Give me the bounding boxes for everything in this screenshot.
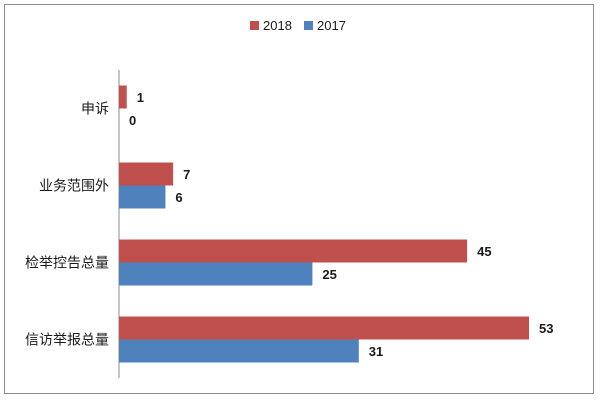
legend: 2018 2017 bbox=[250, 18, 346, 33]
bar-2018 bbox=[119, 85, 127, 109]
data-label: 0 bbox=[129, 113, 136, 128]
data-label: 6 bbox=[175, 190, 182, 205]
category-label: 检举控告总量 bbox=[25, 256, 109, 272]
data-label: 7 bbox=[183, 167, 190, 182]
category-label: 申诉 bbox=[81, 102, 109, 118]
legend-label: 2017 bbox=[317, 18, 346, 33]
data-label: 31 bbox=[369, 344, 383, 359]
legend-label: 2018 bbox=[263, 18, 292, 33]
legend-swatch-2018 bbox=[250, 21, 259, 30]
data-label: 45 bbox=[477, 244, 491, 259]
legend-swatch-2017 bbox=[304, 21, 313, 30]
bar-2018 bbox=[119, 239, 468, 263]
category-label: 信访举报总量 bbox=[25, 333, 109, 349]
data-label: 1 bbox=[137, 90, 144, 105]
bar-2017 bbox=[119, 185, 166, 209]
bar-2017 bbox=[119, 339, 359, 363]
bar-2018 bbox=[119, 316, 529, 340]
bar-2018 bbox=[119, 162, 174, 186]
bars: 10 76 45 25 53 31 bbox=[119, 85, 553, 363]
data-label: 25 bbox=[322, 267, 336, 282]
category-label: 业务范围外 bbox=[39, 178, 109, 195]
bar-2017 bbox=[119, 262, 313, 286]
data-label: 53 bbox=[539, 321, 553, 336]
